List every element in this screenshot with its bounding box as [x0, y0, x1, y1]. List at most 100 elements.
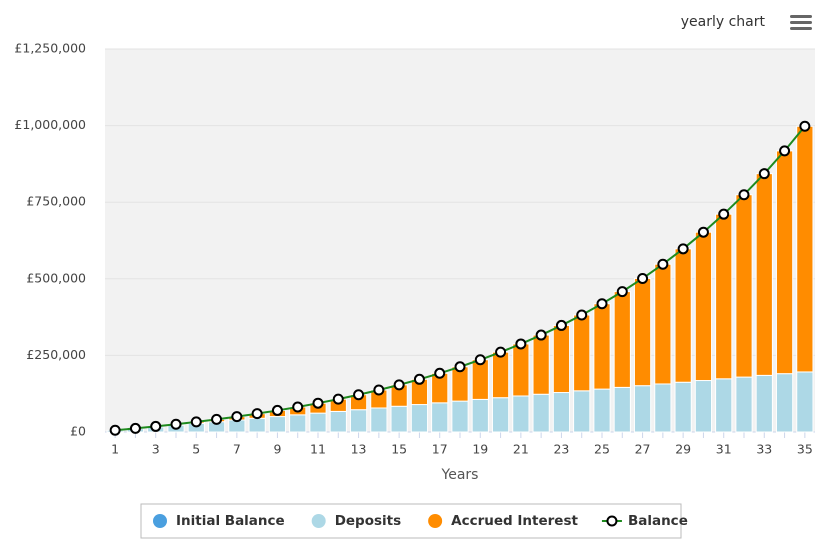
- bar: [491, 351, 510, 399]
- x-tick-label: 35: [797, 442, 813, 457]
- balance-marker: [271, 404, 283, 416]
- x-tick-label: 13: [351, 442, 367, 457]
- bar: [633, 277, 652, 387]
- x-tick-label: 27: [635, 442, 651, 457]
- bar: [512, 395, 530, 433]
- x-tick-label: 21: [513, 442, 529, 457]
- bar: [512, 343, 530, 397]
- balance-marker: [251, 408, 263, 420]
- bar: [268, 416, 287, 433]
- bar: [471, 398, 489, 433]
- bar: [633, 385, 652, 433]
- bar: [654, 383, 672, 433]
- bar: [471, 359, 489, 400]
- balance-marker: [413, 373, 425, 385]
- balance-marker: [758, 168, 770, 180]
- menu-icon[interactable]: [790, 15, 812, 30]
- balance-marker: [312, 397, 324, 409]
- balance-marker: [718, 208, 730, 220]
- x-tick-label: 29: [675, 442, 691, 457]
- balance-marker: [596, 298, 608, 310]
- bar: [410, 404, 429, 433]
- bar: [532, 393, 550, 433]
- x-tick-label: 11: [310, 442, 326, 457]
- x-tick-label: 9: [273, 442, 281, 457]
- y-tick-label: £1,000,000: [14, 117, 86, 132]
- bar: [552, 324, 571, 394]
- bar: [796, 371, 814, 433]
- x-tick-label: 19: [472, 442, 488, 457]
- bar: [613, 291, 631, 388]
- legend-marker: [428, 514, 443, 528]
- balance-marker: [231, 411, 243, 423]
- bar: [694, 380, 713, 433]
- balance-marker: [677, 243, 689, 255]
- bar: [573, 314, 591, 392]
- bar: [654, 263, 672, 385]
- bar: [755, 374, 773, 433]
- legend-label: Accrued Interest: [451, 513, 578, 529]
- x-axis-label: Years: [441, 467, 479, 483]
- legend-marker: [311, 514, 326, 528]
- balance-marker: [170, 418, 182, 430]
- balance-marker: [555, 319, 567, 331]
- bar: [715, 378, 733, 433]
- bar: [775, 373, 794, 433]
- bar: [309, 412, 327, 433]
- bar: [552, 392, 571, 433]
- balance-marker: [190, 416, 202, 428]
- legend: [140, 503, 682, 539]
- y-tick-label: £0: [70, 424, 86, 439]
- balance-marker: [292, 401, 304, 413]
- menu-title: yearly chart: [681, 14, 766, 30]
- bar: [715, 213, 733, 380]
- bar: [775, 150, 794, 375]
- x-tick-label: 33: [756, 442, 772, 457]
- balance-marker: [616, 286, 628, 298]
- bar: [532, 334, 550, 395]
- bar: [613, 386, 631, 433]
- x-tick-label: 7: [233, 442, 241, 457]
- y-tick-label: £750,000: [26, 194, 86, 209]
- balance-marker: [129, 422, 141, 434]
- x-tick-label: 31: [716, 442, 732, 457]
- x-tick-label: 25: [594, 442, 610, 457]
- y-tick-label: £250,000: [26, 347, 86, 362]
- bar: [451, 400, 469, 433]
- balance-marker: [474, 354, 486, 366]
- bar: [593, 388, 611, 433]
- x-tick-label: 15: [391, 442, 407, 457]
- bar: [329, 410, 347, 433]
- x-tick-label: 17: [432, 442, 448, 457]
- bar: [593, 303, 611, 390]
- legend-label: Initial Balance: [176, 513, 285, 529]
- x-tick-label: 1: [111, 442, 119, 457]
- balance-marker: [393, 379, 405, 391]
- balance-marker: [150, 420, 162, 432]
- balance-marker: [332, 393, 344, 405]
- bar: [755, 173, 773, 376]
- balance-marker: [515, 338, 527, 350]
- balance-marker: [697, 226, 709, 238]
- bar: [796, 125, 814, 373]
- balance-marker: [211, 413, 223, 425]
- x-tick-label: 3: [152, 442, 160, 457]
- y-tick-label: £1,250,000: [14, 41, 86, 56]
- bar: [674, 381, 692, 433]
- x-tick-label: 5: [192, 442, 200, 457]
- bar: [735, 376, 753, 433]
- bar: [289, 414, 307, 433]
- balance-marker: [109, 424, 121, 436]
- balance-marker: [353, 389, 365, 401]
- balance-marker: [637, 272, 649, 284]
- bar: [248, 417, 266, 433]
- balance-marker: [738, 189, 750, 201]
- balance-marker: [576, 309, 588, 321]
- bar: [674, 248, 692, 383]
- balance-marker: [454, 361, 466, 373]
- balance-marker: [495, 346, 507, 358]
- legend-marker: [606, 515, 618, 527]
- balance-marker: [434, 367, 446, 379]
- bar: [694, 231, 713, 382]
